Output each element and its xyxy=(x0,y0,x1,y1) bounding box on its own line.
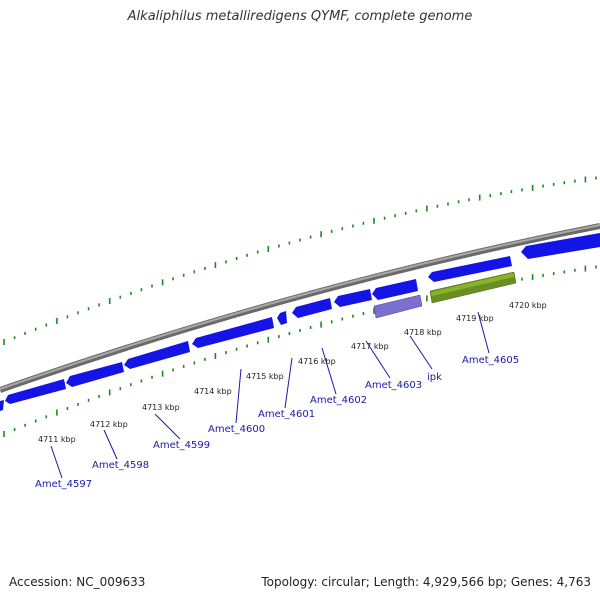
gene-arrow[interactable] xyxy=(5,379,66,404)
kbp-label: 4716 kbp xyxy=(298,357,336,366)
gene-label-ipk[interactable]: ipk xyxy=(427,372,442,383)
gene-arrow[interactable] xyxy=(428,256,512,282)
kbp-label: 4714 kbp xyxy=(194,387,232,396)
accession-text: Accession: NC_009633 xyxy=(9,575,146,589)
gene-label-amet-4605[interactable]: Amet_4605 xyxy=(462,355,519,366)
kbp-label: 4715 kbp xyxy=(246,372,284,381)
kbp-label: 4718 kbp xyxy=(404,328,442,337)
kbp-label: 4719 kbp xyxy=(456,314,494,323)
gene-amet-4605-shade xyxy=(431,273,514,296)
gene-arrow[interactable] xyxy=(277,311,287,325)
gene-label-amet-4598[interactable]: Amet_4598 xyxy=(92,460,149,471)
gene-track xyxy=(0,233,600,411)
gene-arrow[interactable] xyxy=(521,233,600,259)
gene-ipk[interactable] xyxy=(373,294,423,319)
kbp-label: 4720 kbp xyxy=(509,301,547,310)
gene-arrow[interactable] xyxy=(334,289,372,307)
gene-labels: Amet_4597 Amet_4598 Amet_4599 Amet_4600 … xyxy=(35,355,519,490)
genome-summary-text: Topology: circular; Length: 4,929,566 bp… xyxy=(261,575,591,589)
gene-label-amet-4599[interactable]: Amet_4599 xyxy=(153,440,210,451)
outer-tick-ring xyxy=(3,176,597,345)
kbp-label: 4713 kbp xyxy=(142,403,180,412)
kbp-label: 4712 kbp xyxy=(90,420,128,429)
gene-arrow[interactable] xyxy=(372,279,418,300)
backbone xyxy=(0,223,600,393)
kbp-label: 4711 kbp xyxy=(38,435,76,444)
gene-arrow[interactable] xyxy=(292,298,332,318)
gene-arrow[interactable] xyxy=(124,341,190,369)
genome-title: Alkaliphilus metalliredigens QYMF, compl… xyxy=(127,9,473,24)
kbp-label: 4717 kbp xyxy=(351,342,389,351)
gene-arrow[interactable] xyxy=(66,362,124,387)
gene-label-amet-4602[interactable]: Amet_4602 xyxy=(310,395,367,406)
kbp-labels: 4711 kbp 4712 kbp 4713 kbp 4714 kbp 4715… xyxy=(38,301,547,444)
gene-arrow[interactable] xyxy=(0,400,4,411)
gene-label-amet-4603[interactable]: Amet_4603 xyxy=(365,380,422,391)
gene-label-amet-4597[interactable]: Amet_4597 xyxy=(35,479,92,490)
gene-label-amet-4600[interactable]: Amet_4600 xyxy=(208,424,265,435)
gene-label-amet-4601[interactable]: Amet_4601 xyxy=(258,409,315,420)
gene-arrow[interactable] xyxy=(192,317,274,348)
leader-lines xyxy=(50,311,490,479)
